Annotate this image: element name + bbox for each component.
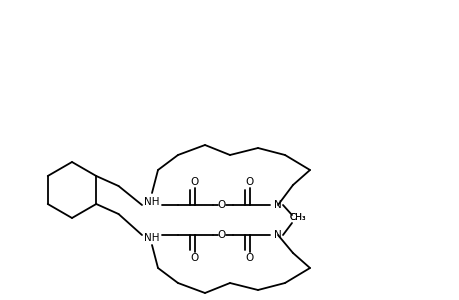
Text: O: O: [190, 253, 199, 263]
Text: O: O: [190, 177, 199, 187]
Text: NH: NH: [144, 197, 159, 207]
Text: O: O: [218, 200, 226, 210]
Text: CH₃: CH₃: [289, 214, 306, 223]
Text: O: O: [246, 253, 253, 263]
Text: N: N: [274, 200, 281, 210]
Text: O: O: [218, 230, 226, 240]
Text: CH₃: CH₃: [289, 212, 306, 221]
Text: N: N: [274, 230, 281, 240]
Text: O: O: [246, 177, 253, 187]
Text: NH: NH: [144, 233, 159, 243]
